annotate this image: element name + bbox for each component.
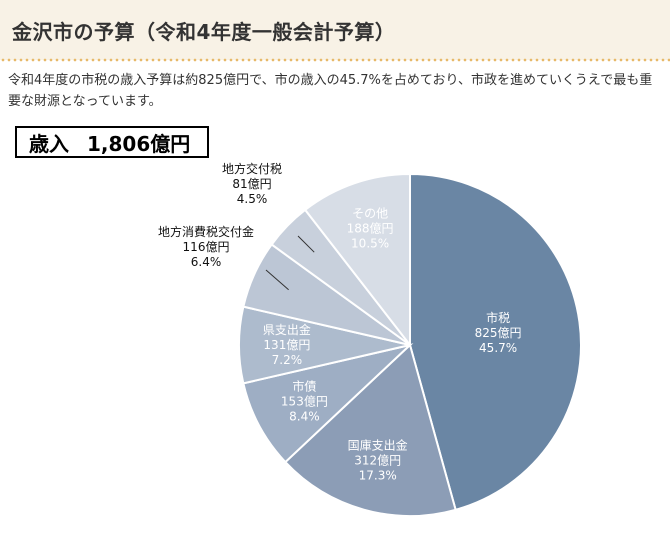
pie-slice <box>303 172 411 348</box>
page-title: 金沢市の予算（令和4年度一般会計予算） <box>12 20 396 44</box>
page-header: 金沢市の予算（令和4年度一般会計予算） <box>0 0 670 60</box>
revenue-value: 1,806億円 <box>87 131 191 156</box>
slice-label-name: 市税 <box>486 310 510 325</box>
slice-label-name: 地方交付税 <box>222 161 282 176</box>
slice-label-amount: 116億円 <box>183 240 230 254</box>
revenue-total-box: 歳入 1,806億円 <box>15 126 209 158</box>
leader-line <box>265 269 289 291</box>
slice-label-name: その他 <box>352 207 388 221</box>
pie-slice <box>409 172 582 512</box>
slice-label-name: 県支出金 <box>263 322 311 337</box>
slice-label-percent: 10.5% <box>351 237 389 251</box>
revenue-label: 歳入 <box>29 131 69 156</box>
slice-label-name: 市債 <box>292 378 316 393</box>
slice-label-amount: 153億円 <box>281 394 328 408</box>
slice-label-percent: 4.5% <box>237 192 268 206</box>
intro-text: 令和4年度の市税の歳入予算は約825億円で、市の歳入の45.7%を占めており、市… <box>8 73 653 109</box>
slice-label-amount: 131億円 <box>263 338 310 352</box>
header-dotted-border <box>0 58 670 62</box>
slice-label-percent: 45.7% <box>479 341 517 355</box>
slice-label-percent: 7.2% <box>272 353 303 367</box>
slice-label-percent: 8.4% <box>289 409 320 423</box>
pie-slice <box>283 343 457 517</box>
slice-label-amount: 825億円 <box>475 326 522 340</box>
slice-label-name: 地方消費税交付金 <box>158 224 254 239</box>
slice-label-percent: 6.4% <box>191 255 222 269</box>
slice-label-amount: 312億円 <box>354 453 401 467</box>
slice-label-percent: 17.3% <box>359 468 397 482</box>
leader-line <box>297 235 315 253</box>
slice-label-name: 国庫支出金 <box>348 437 408 452</box>
slice-label-amount: 81億円 <box>232 177 271 191</box>
slice-label-amount: 188億円 <box>347 222 394 236</box>
